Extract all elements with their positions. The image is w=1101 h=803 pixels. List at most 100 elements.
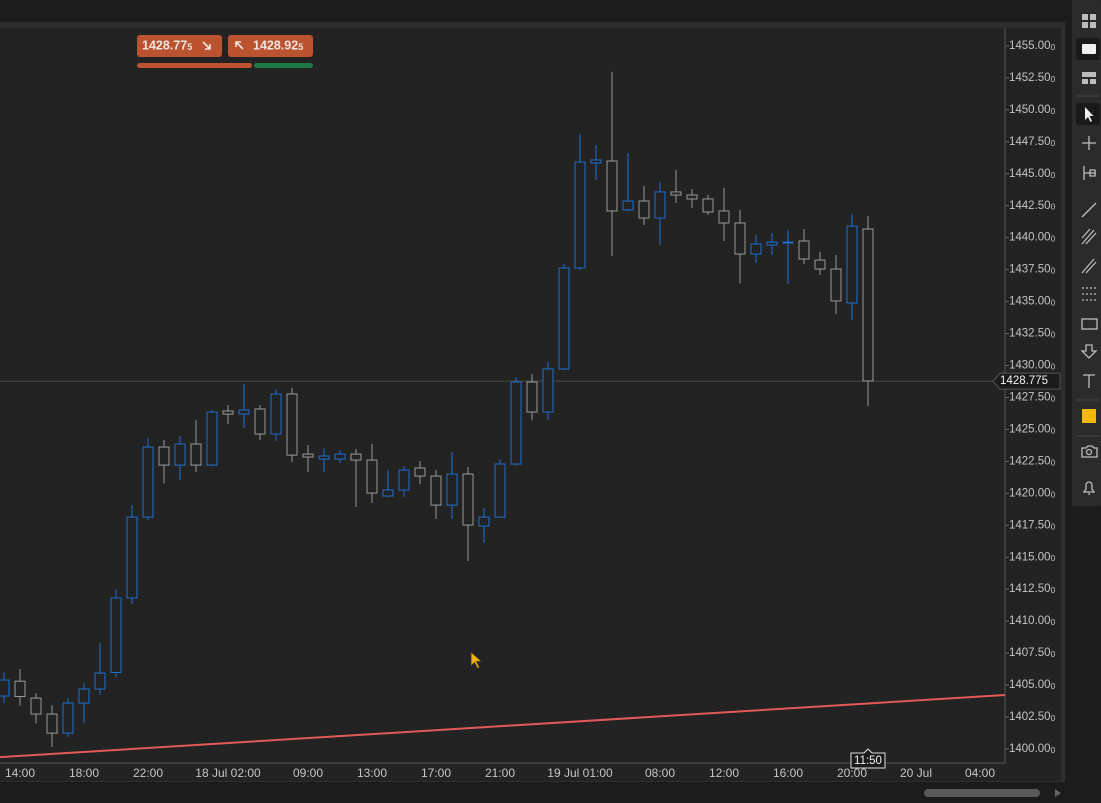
candle-body — [574, 161, 586, 269]
y-tick-label: 1452.500 — [1009, 72, 1056, 84]
candle-body — [510, 381, 522, 465]
x-tick-label: 21:00 — [485, 766, 515, 780]
y-tick-label: 1430.000 — [1009, 360, 1056, 372]
y-tick-label: 1417.500 — [1009, 519, 1056, 531]
buy-button[interactable] — [228, 35, 313, 57]
candle-body — [238, 409, 250, 415]
candle-body — [782, 241, 794, 244]
single-layout-icon — [1082, 44, 1096, 54]
y-tick-label: 1400.000 — [1009, 743, 1056, 755]
candle-body — [686, 194, 698, 200]
y-tick-label: 1455.000 — [1009, 40, 1056, 52]
candle-body — [846, 225, 858, 304]
mouse-cursor — [470, 651, 483, 670]
candle-body — [62, 702, 74, 734]
current-price-box — [992, 372, 1061, 390]
candle-body — [430, 475, 442, 506]
candle-body — [94, 672, 106, 690]
screenshot-icon[interactable] — [1081, 445, 1098, 458]
y-tick-label: 1405.000 — [1009, 679, 1056, 691]
y-tick-label: 1450.000 — [1009, 104, 1056, 116]
candle-body — [638, 200, 650, 219]
candle-body — [622, 200, 634, 211]
plot-area: 1400.000 1402.500 1405.000 1407.500 1410.000… — [0, 40, 1061, 780]
candle-body — [494, 463, 506, 518]
candle-body — [766, 241, 778, 246]
y-tick-label: 1447.500 — [1009, 136, 1056, 148]
candle-body — [190, 443, 202, 466]
grid-layout-icon[interactable] — [1082, 14, 1096, 28]
x-tick-label: 16:00 — [773, 766, 803, 780]
candle-body — [14, 680, 26, 698]
candle-body — [670, 191, 682, 196]
crosshair-icon[interactable] — [1082, 136, 1096, 150]
y-tick-label: 1427.500 — [1009, 391, 1056, 403]
candle-body — [206, 411, 218, 466]
x-tick-label: 18 Jul 02:00 — [195, 766, 261, 780]
sell-icon — [202, 41, 211, 50]
candle-body — [558, 267, 570, 370]
candle-body — [30, 697, 42, 715]
candle-body — [46, 713, 58, 734]
sell-volume-bar — [137, 63, 252, 68]
candle-body — [654, 191, 666, 219]
x-tick-label: 12:00 — [709, 766, 739, 780]
x-tick-label: 04:00 — [965, 766, 995, 780]
split-layout-icon[interactable] — [1082, 72, 1096, 84]
candle-body — [78, 688, 90, 704]
candle-body — [590, 159, 602, 164]
candle-body — [0, 679, 10, 697]
trend-line-icon[interactable] — [1081, 202, 1097, 218]
y-tick-label: 1410.000 — [1009, 615, 1056, 627]
color-picker[interactable] — [1082, 409, 1096, 423]
y-tick-label: 1435.000 — [1009, 296, 1056, 308]
y-tick-label: 1440.000 — [1009, 232, 1056, 244]
fibonacci-icon[interactable] — [1081, 228, 1097, 245]
rectangle-icon[interactable] — [1081, 318, 1098, 330]
candle-body — [814, 259, 826, 270]
sell-button[interactable] — [137, 35, 222, 57]
candle-body — [702, 198, 714, 213]
y-tick-label: 1425.000 — [1009, 423, 1056, 435]
y-tick-label: 1437.500 — [1009, 264, 1056, 276]
x-tick-label: 19 Jul 01:00 — [547, 766, 613, 780]
candle-body — [606, 160, 618, 212]
x-tick-label: 20 Jul — [900, 766, 932, 780]
pointer-icon — [1085, 107, 1094, 122]
candle-body — [302, 453, 314, 458]
buy-price: 1428.925 — [253, 38, 303, 52]
alert-icon[interactable] — [1082, 481, 1096, 495]
scrollbar-thumb[interactable] — [924, 789, 1040, 797]
buy-volume-bar — [254, 63, 313, 68]
y-tick-label: 1432.500 — [1009, 328, 1056, 340]
y-tick-label: 1445.000 — [1009, 168, 1056, 180]
candle-body — [462, 473, 474, 526]
candle-body — [862, 228, 874, 382]
scroll-right[interactable] — [1055, 789, 1061, 797]
y-tick-label: 1442.500 — [1009, 200, 1056, 212]
x-tick-label: 08:00 — [645, 766, 675, 780]
arrow-icon[interactable] — [1080, 344, 1098, 359]
candle-body — [142, 446, 154, 518]
y-tick-label: 1412.500 — [1009, 583, 1056, 595]
candle-body — [542, 368, 554, 413]
candle-body — [830, 268, 842, 302]
candle-body — [158, 446, 170, 466]
candle-body — [270, 393, 282, 435]
channel-icon[interactable] — [1081, 258, 1097, 274]
y-tick-label: 1407.500 — [1009, 647, 1056, 659]
buy-icon — [235, 41, 244, 50]
candle-body — [798, 240, 810, 260]
y-tick-label: 1422.500 — [1009, 455, 1056, 467]
text-icon[interactable] — [1083, 374, 1095, 388]
candle-body — [478, 516, 490, 527]
candle-body — [110, 597, 122, 674]
candle-body — [734, 222, 746, 255]
x-tick-label: 20:00 — [837, 766, 867, 780]
candle-body — [398, 469, 410, 491]
measure-icon[interactable] — [1083, 166, 1096, 180]
trend-line — [0, 694, 1006, 759]
candle-body — [254, 408, 266, 435]
candle-body — [446, 473, 458, 506]
